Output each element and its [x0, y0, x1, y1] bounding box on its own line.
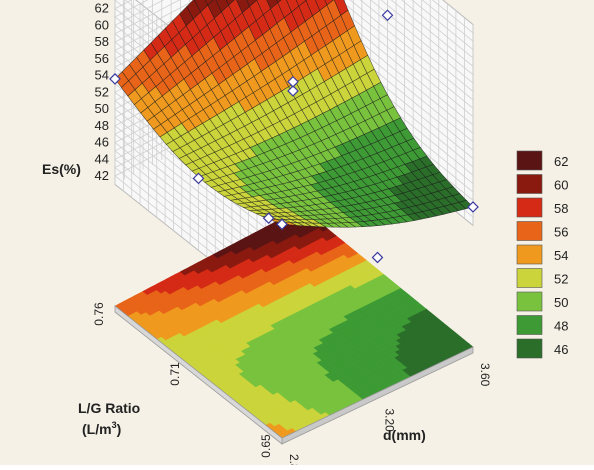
z-tick-label: 54 [95, 68, 109, 83]
legend-swatch [517, 222, 542, 241]
x-tick-label: 2.80 [287, 454, 301, 465]
legend-swatch [517, 316, 542, 335]
z-axis-ticks: 646260585654525048464442 [95, 0, 109, 183]
legend-label: 52 [554, 272, 568, 287]
y-tick-label: 0.76 [92, 302, 106, 326]
legend: 62 60 58 56 54 52 50 48 46 [517, 151, 568, 358]
legend-label: 48 [554, 319, 568, 334]
z-axis-label: Es(%) [42, 161, 81, 177]
legend-label: 56 [554, 225, 568, 240]
z-tick-label: 50 [95, 101, 109, 116]
design-point [373, 252, 383, 262]
legend-swatch [517, 339, 542, 358]
x-axis-label: d(mm) [383, 427, 426, 443]
z-tick-label: 52 [95, 84, 109, 99]
legend-label: 54 [554, 248, 568, 263]
x-tick-label: 3.60 [478, 363, 492, 387]
legend-swatch [517, 175, 542, 194]
legend-swatch [517, 198, 542, 217]
legend-swatch [517, 292, 542, 311]
y-tick-label: 0.71 [168, 362, 182, 386]
legend-label: 62 [554, 154, 568, 169]
legend-label: 50 [554, 295, 568, 310]
legend-label: 60 [554, 178, 568, 193]
legend-label: 46 [554, 342, 568, 357]
z-tick-label: 44 [95, 151, 109, 166]
z-tick-label: 56 [95, 51, 109, 66]
legend-label: 58 [554, 201, 568, 216]
z-tick-label: 42 [95, 168, 109, 183]
y-tick-label: 0.65 [259, 434, 273, 458]
z-tick-label: 62 [95, 1, 109, 16]
y-axis-label-line1: L/G Ratio [78, 400, 140, 416]
legend-swatch [517, 269, 542, 288]
z-tick-label: 60 [95, 17, 109, 32]
y-axis-label-line2: (L/m3) [82, 420, 121, 437]
z-tick-label: 48 [95, 118, 109, 133]
legend-swatch [517, 151, 542, 170]
z-tick-label: 58 [95, 34, 109, 49]
contour-floor [115, 208, 473, 444]
z-tick-label: 46 [95, 135, 109, 150]
legend-swatch [517, 245, 542, 264]
